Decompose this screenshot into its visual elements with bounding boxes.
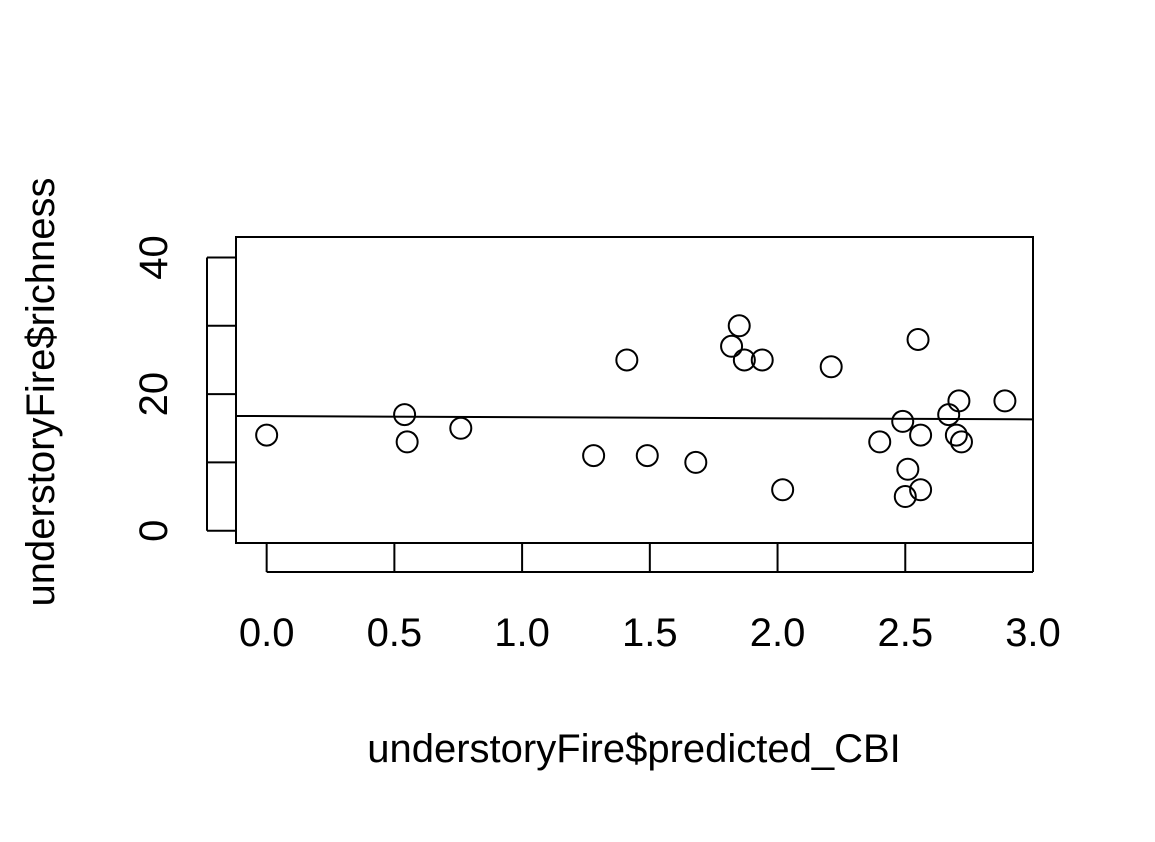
- data-points-layer: [255, 314, 1017, 509]
- x-axis-title: understoryFire$predicted_CBI: [367, 727, 901, 771]
- data-point: [615, 348, 639, 372]
- data-point: [449, 416, 473, 440]
- data-point: [635, 444, 659, 468]
- y-axis-title: understoryFire$richness: [19, 177, 63, 606]
- x-tick-label: 2.0: [750, 611, 806, 655]
- regression-line-layer: [235, 414, 1034, 421]
- x-tick-label: 1.5: [622, 611, 678, 655]
- data-point: [393, 403, 417, 427]
- data-point: [727, 314, 751, 338]
- data-point: [947, 389, 971, 413]
- data-point: [771, 478, 795, 502]
- plot-frame: [235, 236, 1034, 544]
- data-point: [255, 423, 279, 447]
- data-point: [732, 348, 756, 372]
- data-point: [909, 478, 933, 502]
- data-point: [906, 327, 930, 351]
- data-point: [937, 403, 961, 427]
- data-point: [909, 423, 933, 447]
- regression-line: [235, 414, 1034, 421]
- data-point: [891, 409, 915, 433]
- data-point: [893, 485, 917, 509]
- data-point: [993, 389, 1017, 413]
- data-point: [582, 444, 606, 468]
- data-point: [750, 348, 774, 372]
- y-tick-label: 0: [132, 520, 176, 542]
- data-point: [720, 334, 744, 358]
- data-point: [949, 430, 973, 454]
- x-tick-label: 0.0: [239, 611, 295, 655]
- axes-layer: 0.0 0.5 1.0 1.5 2.0 2.5 3.0 0 20 40: [132, 235, 1061, 655]
- data-point: [684, 450, 708, 474]
- data-point: [896, 457, 920, 481]
- data-point: [868, 430, 892, 454]
- x-tick-label: 0.5: [367, 611, 423, 655]
- x-tick-label: 3.0: [1005, 611, 1061, 655]
- x-tick-label: 2.5: [877, 611, 933, 655]
- data-point: [944, 423, 968, 447]
- data-point: [395, 430, 419, 454]
- y-tick-label: 20: [132, 372, 176, 417]
- x-tick-label: 1.0: [494, 611, 550, 655]
- y-tick-label: 40: [132, 235, 176, 280]
- data-point: [819, 355, 843, 379]
